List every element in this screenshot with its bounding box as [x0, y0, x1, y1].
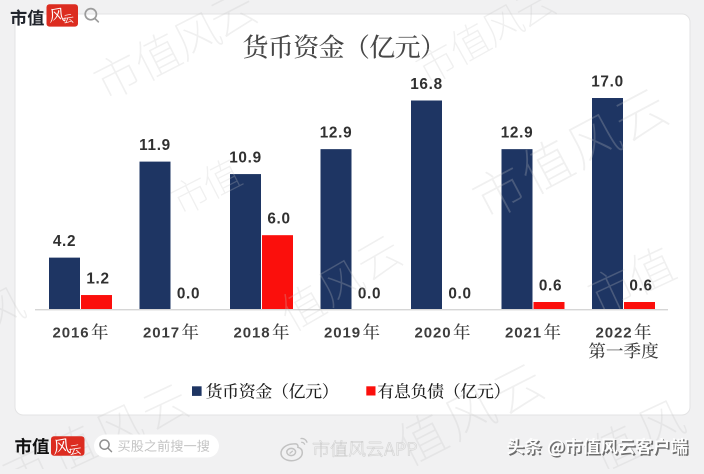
- svg-text:12.9: 12.9: [320, 125, 353, 142]
- svg-text:0.0: 0.0: [177, 286, 200, 303]
- svg-text:16.8: 16.8: [410, 76, 443, 93]
- svg-text:0.6: 0.6: [629, 278, 652, 295]
- svg-text:2022: 2022: [595, 325, 632, 342]
- svg-text:0.6: 0.6: [539, 278, 562, 295]
- svg-text:2018: 2018: [233, 325, 270, 342]
- svg-text:0.0: 0.0: [448, 286, 471, 303]
- svg-text:2021: 2021: [505, 325, 542, 342]
- svg-text:6.0: 6.0: [267, 211, 290, 228]
- svg-text:4.2: 4.2: [53, 233, 76, 250]
- svg-text:1.2: 1.2: [86, 271, 109, 288]
- svg-text:2017: 2017: [143, 325, 180, 342]
- svg-text:10.9: 10.9: [229, 150, 262, 167]
- svg-text:2016: 2016: [52, 325, 89, 342]
- svg-text:2020: 2020: [414, 325, 451, 342]
- svg-text:17.0: 17.0: [591, 74, 624, 91]
- svg-text:11.9: 11.9: [139, 137, 171, 154]
- svg-text:2019: 2019: [324, 325, 361, 342]
- svg-text:12.9: 12.9: [501, 125, 534, 142]
